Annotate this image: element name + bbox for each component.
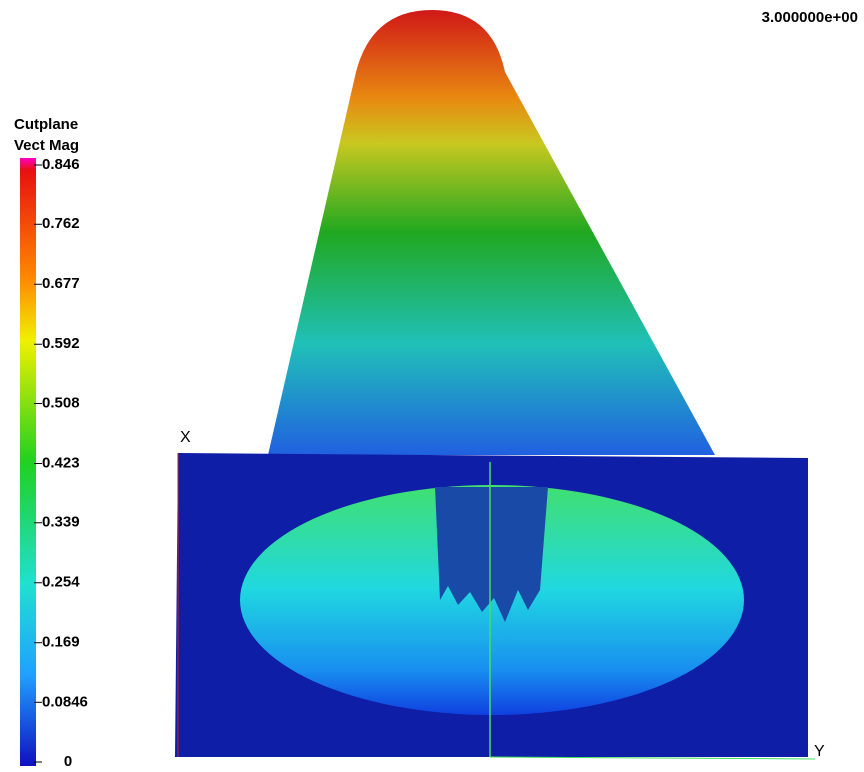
time-label: 3.000000e+00 (762, 9, 858, 26)
axis-label: Y (814, 743, 825, 760)
legend-title: Vect Mag (14, 137, 79, 154)
tick-label: 0.169 (42, 634, 80, 651)
tick-label: 0.423 (42, 454, 80, 471)
color-bar (20, 158, 36, 766)
tick-label: 0.0846 (42, 693, 88, 710)
tick-label: 0.846 (42, 156, 80, 173)
tick-label: 0.254 (42, 574, 80, 591)
tick-label: 0.762 (42, 215, 80, 232)
legend-title: Cutplane (14, 116, 78, 133)
tick-label: 0.677 (42, 275, 80, 292)
tick-label: 0 (64, 753, 72, 770)
tick-label: 0.592 (42, 335, 80, 352)
scene: X Y 3.000000e+00 Cutplane Vect Mag 0.846… (0, 0, 864, 772)
tick-label: 0.339 (42, 514, 80, 531)
axis-line (490, 757, 815, 759)
axis-label: X (180, 429, 191, 446)
tick-label: 0.508 (42, 394, 80, 411)
cone-surface (268, 10, 715, 455)
